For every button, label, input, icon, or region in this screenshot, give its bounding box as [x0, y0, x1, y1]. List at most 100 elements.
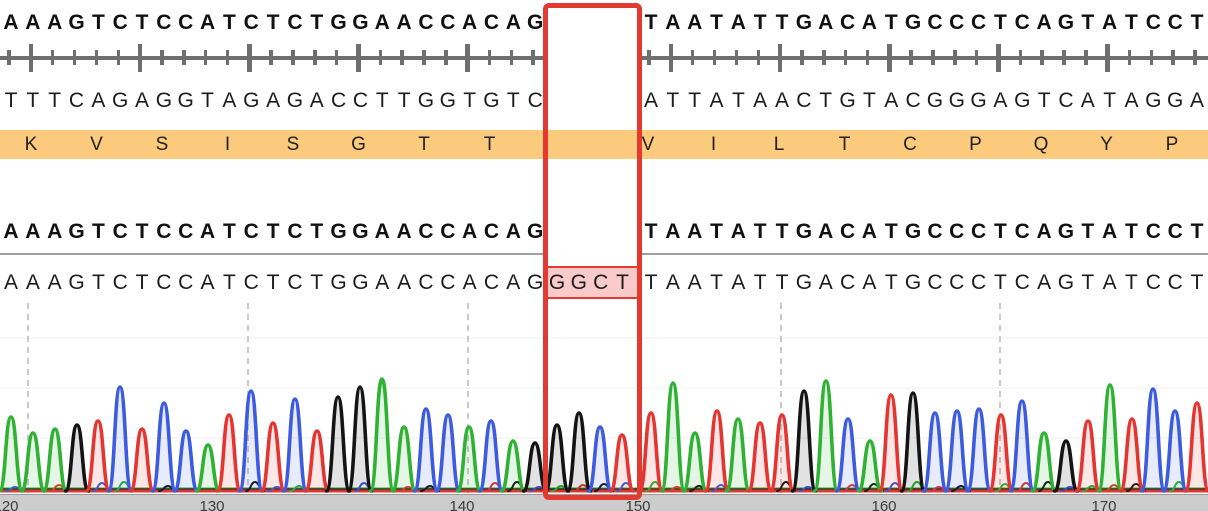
base[interactable]: G	[795, 220, 813, 243]
base[interactable]: T	[688, 89, 702, 112]
base[interactable]: A	[375, 271, 390, 294]
base[interactable]: C	[1058, 89, 1074, 112]
base[interactable]: C	[483, 220, 500, 243]
base[interactable]: A	[374, 220, 390, 243]
base[interactable]: G	[1166, 89, 1184, 112]
base[interactable]: A	[1102, 271, 1117, 294]
base[interactable]: G	[330, 271, 347, 294]
base[interactable]: C	[927, 271, 943, 294]
base[interactable]: A	[396, 220, 412, 243]
amino-acid[interactable]: T	[483, 134, 496, 155]
amino-acid[interactable]: Q	[1033, 134, 1049, 155]
base[interactable]: T	[775, 220, 789, 243]
amino-acid[interactable]: T	[418, 134, 430, 155]
base[interactable]: C	[156, 220, 172, 243]
base[interactable]: C	[949, 271, 965, 294]
base[interactable]: A	[731, 271, 746, 294]
base[interactable]: C	[1145, 220, 1161, 243]
base[interactable]: A	[1036, 220, 1052, 243]
amino-acid[interactable]: I	[710, 134, 717, 155]
base[interactable]: C	[287, 271, 303, 294]
base[interactable]: T	[266, 220, 280, 243]
base[interactable]: C	[839, 220, 856, 243]
base[interactable]: G	[795, 271, 813, 294]
base[interactable]: A	[397, 271, 412, 294]
base[interactable]: C	[796, 89, 812, 112]
base[interactable]: A	[861, 220, 877, 243]
base[interactable]: T	[884, 11, 898, 34]
base[interactable]: C	[112, 220, 128, 243]
base[interactable]: G	[1057, 220, 1075, 243]
base[interactable]: T	[4, 89, 18, 112]
base[interactable]: A	[462, 271, 477, 294]
base[interactable]: T	[222, 271, 236, 294]
base[interactable]: T	[506, 89, 520, 112]
base[interactable]: A	[91, 89, 106, 112]
base[interactable]: C	[483, 271, 500, 294]
base[interactable]: G	[330, 11, 347, 34]
base[interactable]: A	[687, 11, 703, 34]
base[interactable]: C	[593, 271, 609, 294]
base[interactable]: C	[1014, 271, 1030, 294]
base[interactable]: T	[1103, 89, 1117, 112]
amino-acid[interactable]: L	[773, 134, 785, 155]
base[interactable]: C	[243, 11, 259, 34]
base[interactable]: A	[3, 220, 19, 243]
base[interactable]: A	[200, 271, 215, 294]
base[interactable]: A	[775, 89, 790, 112]
base[interactable]: A	[643, 89, 658, 112]
base[interactable]: T	[1081, 271, 1095, 294]
base[interactable]: C	[156, 271, 172, 294]
base[interactable]: C	[287, 11, 303, 34]
base[interactable]: T	[710, 271, 723, 294]
base[interactable]: T	[710, 11, 723, 34]
base[interactable]: G	[904, 220, 922, 243]
amino-acid[interactable]: Y	[1100, 134, 1113, 155]
amino-acid[interactable]: I	[224, 134, 231, 155]
base[interactable]: T	[1125, 271, 1138, 294]
base[interactable]: A	[396, 11, 412, 34]
base[interactable]: A	[3, 11, 19, 34]
base[interactable]: G	[352, 11, 369, 34]
base[interactable]: C	[971, 271, 987, 294]
base[interactable]: G	[570, 271, 587, 294]
base[interactable]: T	[135, 220, 149, 243]
base[interactable]: T	[644, 271, 658, 294]
base[interactable]: T	[201, 89, 214, 112]
base[interactable]: A	[135, 89, 150, 112]
base[interactable]: A	[1080, 89, 1095, 112]
base[interactable]: A	[25, 11, 41, 34]
base[interactable]: G	[68, 11, 85, 34]
base[interactable]: T	[616, 271, 629, 294]
base[interactable]: T	[135, 11, 149, 34]
base[interactable]: G	[795, 11, 813, 34]
base[interactable]: T	[775, 11, 789, 34]
base[interactable]: T	[1190, 271, 1204, 294]
base[interactable]: T	[753, 220, 767, 243]
base[interactable]: T	[644, 220, 658, 243]
base[interactable]: A	[665, 271, 680, 294]
amino-acid[interactable]: V	[90, 134, 103, 155]
base[interactable]: T	[266, 11, 280, 34]
base[interactable]: G	[526, 220, 544, 243]
base[interactable]: C	[839, 271, 856, 294]
base[interactable]: A	[687, 220, 703, 243]
base[interactable]: A	[199, 220, 216, 243]
base[interactable]: C	[112, 11, 128, 34]
base[interactable]: C	[243, 220, 259, 243]
base[interactable]: A	[818, 271, 833, 294]
base[interactable]: A	[753, 89, 768, 112]
base[interactable]: T	[884, 220, 898, 243]
base[interactable]: C	[1014, 220, 1030, 243]
base[interactable]: G	[926, 89, 944, 112]
amino-acid[interactable]: V	[641, 134, 655, 155]
base[interactable]: G	[352, 220, 369, 243]
base[interactable]: T	[994, 11, 1007, 34]
base[interactable]: T	[91, 271, 105, 294]
base[interactable]: A	[222, 89, 237, 112]
base[interactable]: A	[506, 271, 521, 294]
base[interactable]: G	[904, 11, 922, 34]
base[interactable]: G	[68, 220, 85, 243]
base[interactable]: G	[439, 89, 456, 112]
